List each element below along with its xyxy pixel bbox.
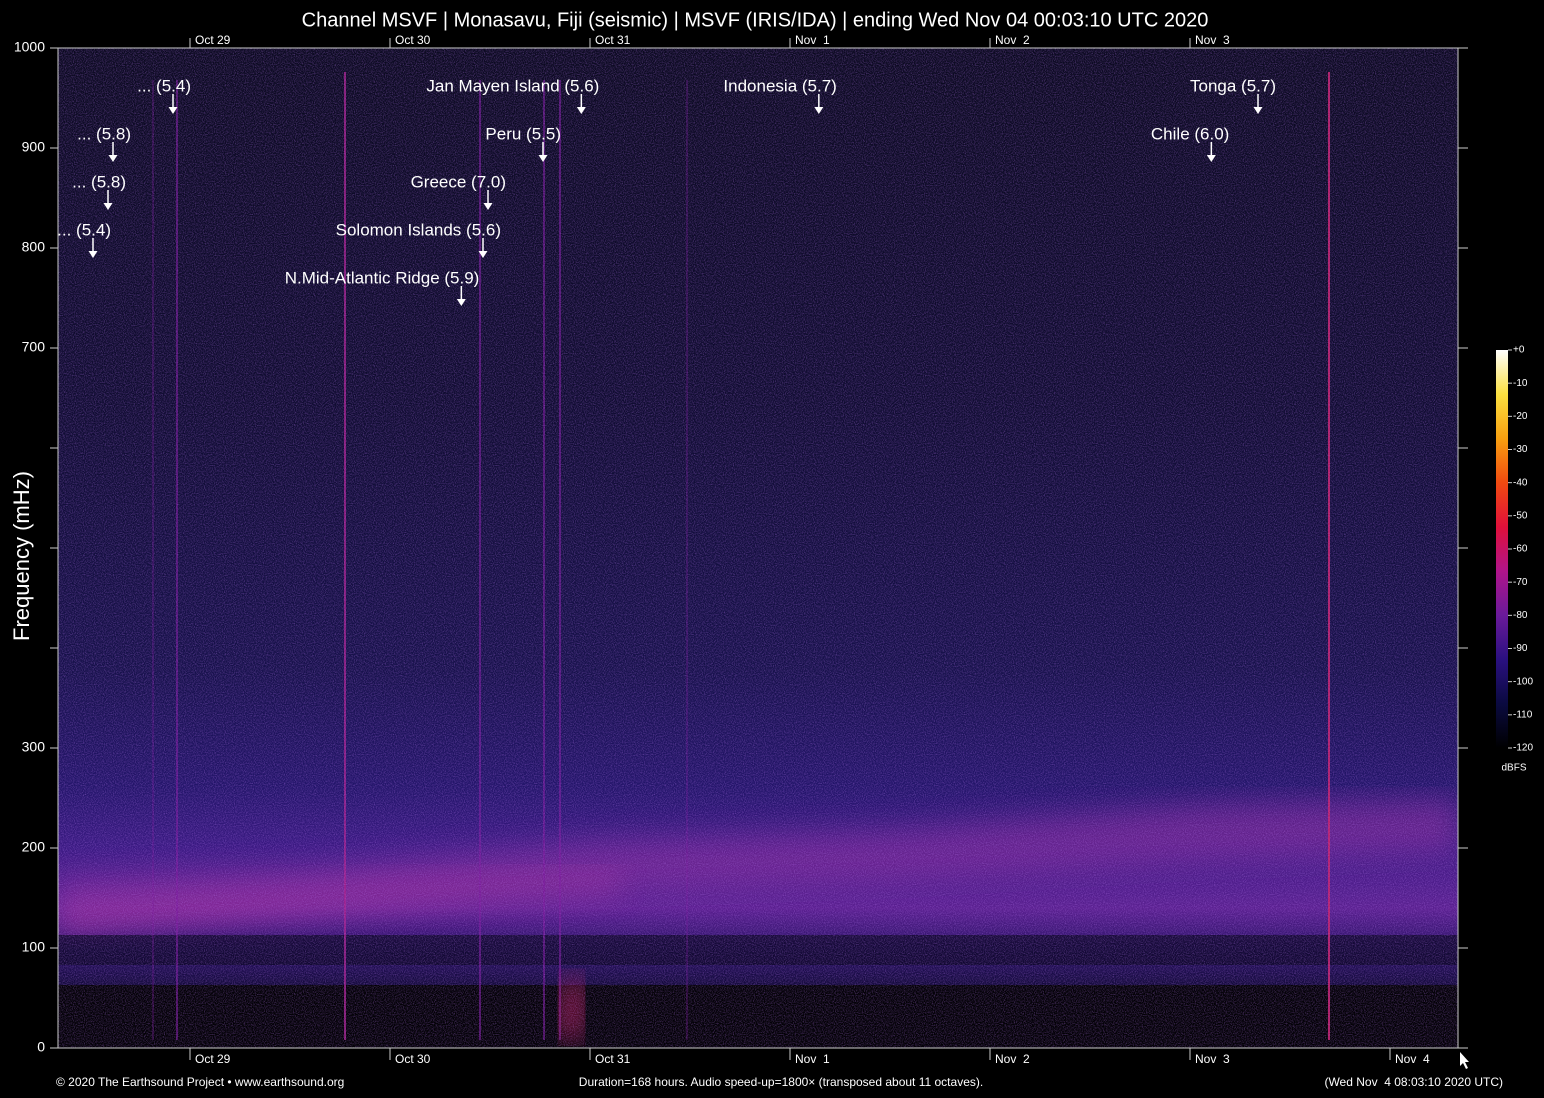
colorbar-tick-label: -90 — [1513, 643, 1528, 654]
annotation-arrowhead — [88, 251, 98, 258]
colorbar — [1496, 350, 1508, 748]
annotation-arrowhead — [814, 107, 824, 114]
annotation-label: Tonga (5.7) — [1190, 76, 1276, 95]
annotation: Indonesia (5.7) — [723, 76, 837, 114]
y-axis-label: Frequency (mHz) — [9, 471, 34, 641]
colorbar-tick-label: -20 — [1513, 411, 1528, 422]
x-tick-label: Oct 29 — [195, 1052, 231, 1066]
colorbar-tick-label: -80 — [1513, 610, 1528, 621]
annotation: Greece (7.0) — [411, 172, 506, 210]
colorbar-tick-label: -120 — [1513, 743, 1533, 754]
x-tick-label: Nov 1 — [795, 1052, 830, 1066]
top-x-tick-label: Oct 30 — [395, 33, 431, 47]
colorbar-tick-label: -30 — [1513, 444, 1528, 455]
annotation: Tonga (5.7) — [1190, 76, 1276, 114]
colorbar-tick-label: -50 — [1513, 510, 1528, 521]
annotation-arrowhead — [103, 203, 113, 210]
annotation-arrowhead — [108, 155, 118, 162]
colorbar-tick-label: -40 — [1513, 477, 1528, 488]
y-tick-label: 700 — [22, 339, 46, 355]
x-tick-label: Oct 31 — [595, 1052, 631, 1066]
annotation-label: ... (5.4) — [137, 76, 191, 95]
annotation: Chile (6.0) — [1151, 124, 1229, 162]
annotation: ... (5.8) — [77, 124, 131, 162]
annotation: ... (5.4) — [57, 220, 111, 258]
colorbar-tick-label: -100 — [1513, 676, 1533, 687]
top-x-tick-label: Oct 31 — [595, 33, 631, 47]
colorbar-tick-label: -10 — [1513, 378, 1528, 389]
chart-title: Channel MSVF | Monasavu, Fiji (seismic) … — [302, 9, 1209, 31]
top-x-tick-label: Nov 3 — [1195, 33, 1230, 47]
annotation-arrowhead — [576, 107, 586, 114]
annotation: Peru (5.5) — [485, 124, 561, 162]
top-x-tick-label: Nov 1 — [795, 33, 830, 47]
annotation-arrowhead — [168, 107, 178, 114]
annotation-label: ... (5.4) — [57, 220, 111, 239]
top-x-tick-label: Oct 29 — [195, 33, 231, 47]
annotation-label: Solomon Islands (5.6) — [336, 220, 501, 239]
annotation: Solomon Islands (5.6) — [336, 220, 501, 258]
annotation-arrowhead — [1206, 155, 1216, 162]
annotation: N.Mid-Atlantic Ridge (5.9) — [285, 268, 480, 306]
annotation-label: Chile (6.0) — [1151, 124, 1229, 143]
annotation: Jan Mayen Island (5.6) — [426, 76, 599, 114]
colorbar-tick-label: +0 — [1513, 345, 1525, 356]
y-tick-label: 300 — [22, 739, 46, 755]
y-tick-label: 100 — [22, 939, 46, 955]
colorbar-tick-label: -110 — [1513, 709, 1533, 720]
colorbar-tick-label: -70 — [1513, 577, 1528, 588]
y-tick-label: 200 — [22, 839, 46, 855]
annotation-arrowhead — [478, 251, 488, 258]
y-tick-label: 0 — [37, 1039, 45, 1055]
footer-center: Duration=168 hours. Audio speed-up=1800×… — [579, 1075, 983, 1089]
spectrogram — [58, 48, 1458, 1048]
annotation-arrowhead — [1253, 107, 1263, 114]
annotation-label: Peru (5.5) — [485, 124, 561, 143]
x-tick-label: Nov 3 — [1195, 1052, 1230, 1066]
annotation-arrowhead — [456, 299, 466, 306]
annotation: ... (5.4) — [137, 76, 191, 114]
colorbar-tick-label: -60 — [1513, 544, 1528, 555]
annotation-label: Jan Mayen Island (5.6) — [426, 76, 599, 95]
annotation-arrowhead — [538, 155, 548, 162]
annotation-label: Indonesia (5.7) — [723, 76, 836, 95]
x-tick-label: Nov 4 — [1395, 1052, 1430, 1066]
annotation-label: ... (5.8) — [72, 172, 126, 191]
annotation-label: ... (5.8) — [77, 124, 131, 143]
annotation: ... (5.8) — [72, 172, 126, 210]
annotation-label: N.Mid-Atlantic Ridge (5.9) — [285, 268, 480, 287]
colorbar-label: dBFS — [1501, 763, 1526, 774]
x-tick-label: Oct 30 — [395, 1052, 431, 1066]
cursor-icon — [1460, 1052, 1469, 1069]
y-tick-label: 900 — [22, 139, 46, 155]
annotation-arrowhead — [483, 203, 493, 210]
y-tick-label: 1000 — [14, 39, 45, 55]
footer-right: (Wed Nov 4 08:03:10 2020 UTC) — [1324, 1075, 1503, 1089]
x-tick-label: Nov 2 — [995, 1052, 1030, 1066]
top-x-tick-label: Nov 2 — [995, 33, 1030, 47]
annotation-label: Greece (7.0) — [411, 172, 506, 191]
y-tick-label: 800 — [22, 239, 46, 255]
footer-left: © 2020 The Earthsound Project • www.eart… — [56, 1075, 344, 1089]
